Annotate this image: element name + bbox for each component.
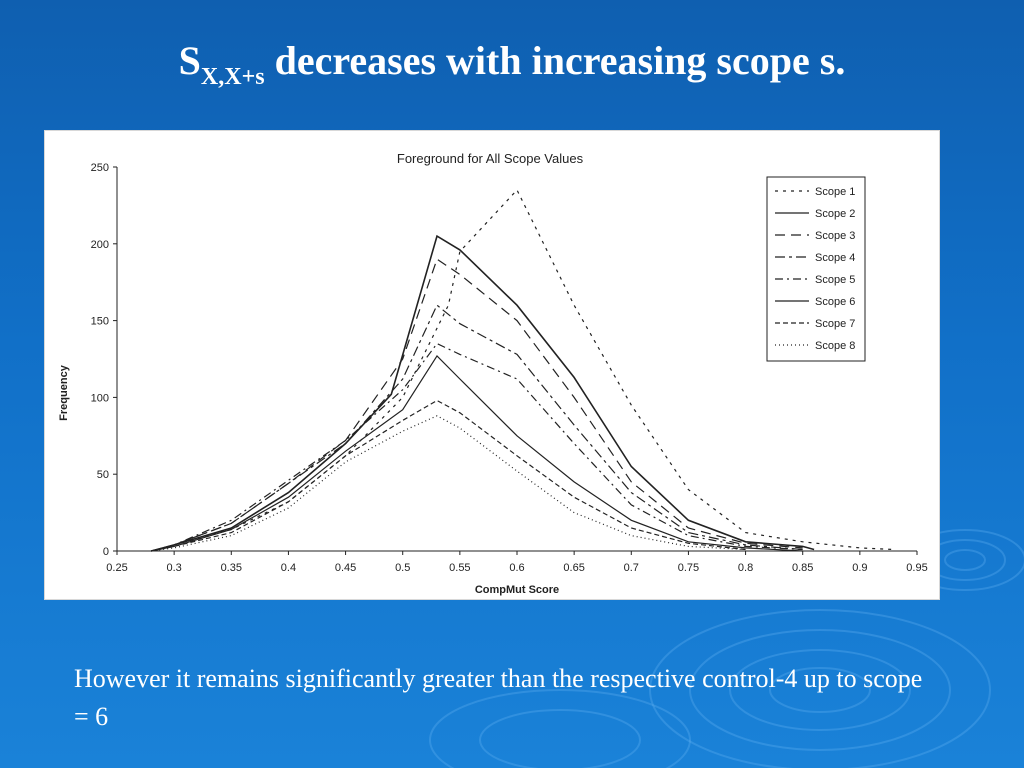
x-tick-label: 0.7 bbox=[624, 562, 639, 574]
series-line-scope-4 bbox=[151, 304, 803, 552]
slide-title: SX,X+s decreases with increasing scope s… bbox=[0, 34, 1024, 104]
series-lines bbox=[151, 188, 895, 552]
y-tick-label: 50 bbox=[97, 469, 109, 481]
y-tick-label: 0 bbox=[103, 546, 109, 558]
x-tick-label: 0.85 bbox=[792, 562, 813, 574]
x-tick-label: 0.55 bbox=[449, 562, 470, 574]
legend-box bbox=[766, 176, 866, 362]
x-tick-label: 0.4 bbox=[281, 562, 296, 574]
series-line-scope-5 bbox=[151, 342, 803, 552]
x-tick-label: 0.3 bbox=[166, 562, 181, 574]
x-tick-label: 0.9 bbox=[852, 562, 867, 574]
legend-label: Scope 7 bbox=[815, 318, 855, 330]
y-tick-label: 150 bbox=[91, 316, 109, 328]
legend-label: Scope 1 bbox=[815, 186, 855, 198]
x-tick-label: 0.6 bbox=[509, 562, 524, 574]
x-tick-label: 0.5 bbox=[395, 562, 410, 574]
y-tick-label: 200 bbox=[91, 239, 109, 251]
series-line-scope-2 bbox=[151, 234, 815, 552]
x-tick-label: 0.25 bbox=[106, 562, 127, 574]
legend-label: Scope 4 bbox=[815, 252, 855, 264]
title-text: decreases with increasing scope s. bbox=[264, 38, 846, 83]
chart-title: Foreground for All Scope Values bbox=[397, 151, 584, 166]
x-tick-label: 0.35 bbox=[221, 562, 242, 574]
legend-label: Scope 8 bbox=[815, 340, 855, 352]
series-line-scope-7 bbox=[151, 399, 746, 552]
x-tick-label: 0.8 bbox=[738, 562, 753, 574]
series-line-scope-8 bbox=[151, 415, 746, 552]
title-symbol: S bbox=[178, 38, 201, 83]
legend-label: Scope 5 bbox=[815, 274, 855, 286]
line-chart: Foreground for All Scope Values Frequenc… bbox=[58, 151, 928, 596]
slide-caption: However it remains significantly greater… bbox=[74, 664, 923, 731]
y-axis-label: Frequency bbox=[58, 364, 70, 421]
x-tick-label: 0.45 bbox=[335, 562, 356, 574]
series-line-scope-3 bbox=[151, 258, 803, 552]
y-tick-label: 100 bbox=[91, 392, 109, 404]
series-line-scope-1 bbox=[151, 188, 895, 552]
x-tick-label: 0.75 bbox=[678, 562, 699, 574]
series-line-scope-6 bbox=[151, 354, 803, 552]
axes: 0 50 100 150 200 250 0.25 0.3 0.35 0.4 0.45 0.5 0.55… bbox=[91, 162, 928, 574]
legend: Scope 1 Scope 2 Scope 3 Scope 4 Scope 5 Scope… bbox=[766, 176, 866, 362]
title-subscript: X,X+s bbox=[200, 64, 265, 90]
x-tick-label: 0.65 bbox=[563, 562, 584, 574]
y-tick-label: 250 bbox=[91, 162, 109, 174]
chart-panel: Foreground for All Scope Values Frequenc… bbox=[44, 130, 940, 600]
legend-label: Scope 2 bbox=[815, 208, 855, 220]
legend-label: Scope 6 bbox=[815, 296, 855, 308]
x-axis-label: CompMut Score bbox=[475, 584, 559, 596]
x-tick-label: 0.95 bbox=[906, 562, 927, 574]
legend-label: Scope 3 bbox=[815, 230, 855, 242]
